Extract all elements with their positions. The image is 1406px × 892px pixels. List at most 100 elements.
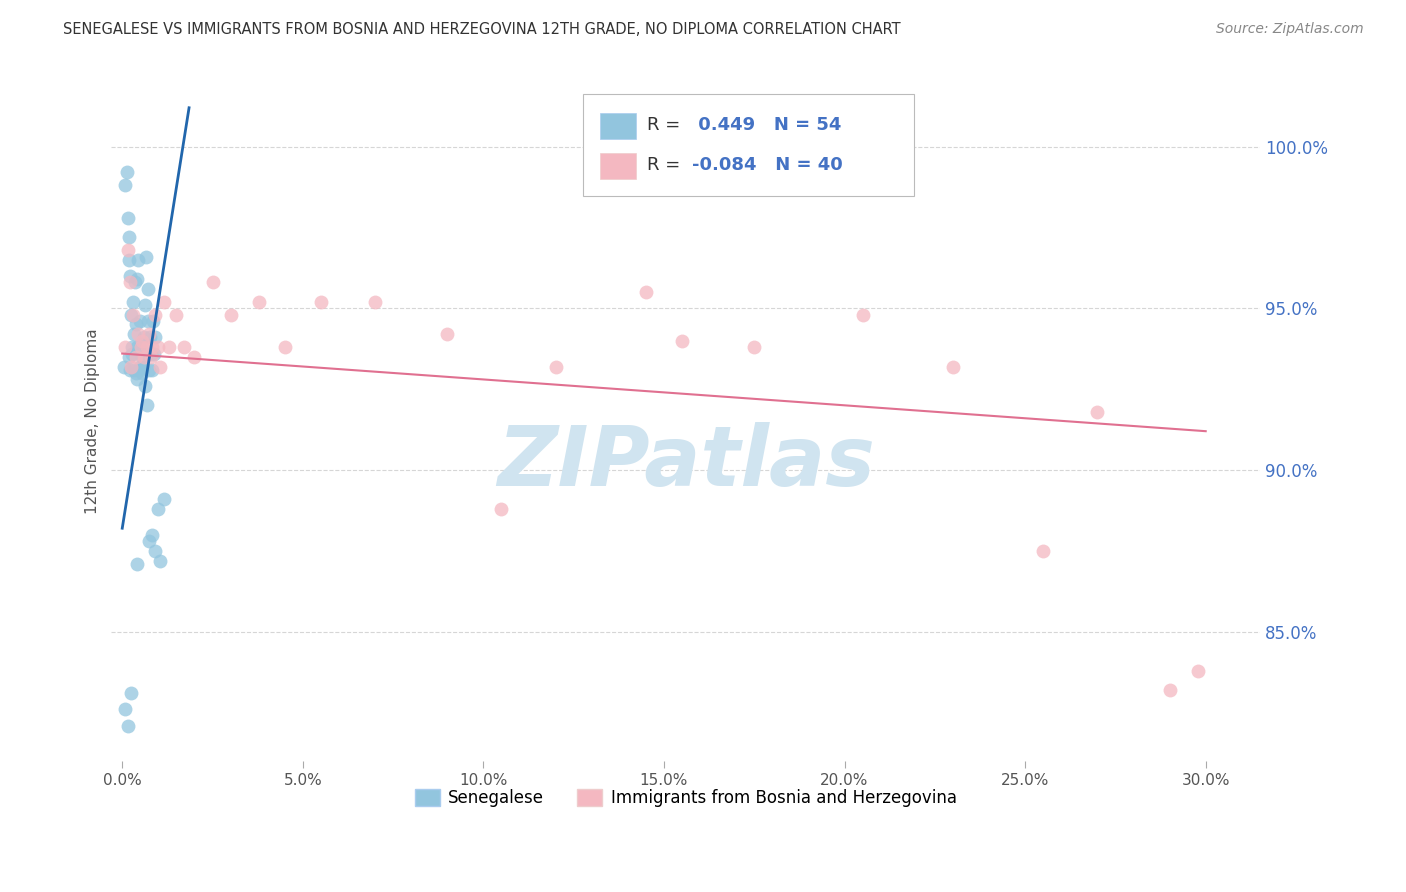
Point xyxy=(143,308,166,322)
Point xyxy=(1159,682,1181,697)
Point xyxy=(132,330,155,344)
Point xyxy=(125,272,148,286)
Point xyxy=(149,359,172,374)
Point xyxy=(139,346,162,360)
Point xyxy=(141,527,163,541)
Point xyxy=(115,165,138,179)
Point xyxy=(120,276,142,290)
Point xyxy=(138,534,160,549)
Point xyxy=(118,252,141,267)
Point xyxy=(128,252,150,267)
Point xyxy=(219,308,242,322)
Point xyxy=(491,501,513,516)
Point xyxy=(122,308,145,322)
Point xyxy=(183,350,205,364)
Point xyxy=(114,178,136,193)
Point xyxy=(120,363,142,377)
Point xyxy=(132,350,155,364)
Point xyxy=(364,294,387,309)
Point xyxy=(125,557,148,571)
Legend: Senegalese, Immigrants from Bosnia and Herzegovina: Senegalese, Immigrants from Bosnia and H… xyxy=(408,782,963,814)
Point xyxy=(135,340,157,354)
Point xyxy=(135,398,157,412)
Point xyxy=(114,702,136,716)
Point xyxy=(120,686,142,700)
Point xyxy=(742,340,765,354)
Text: -0.084   N = 40: -0.084 N = 40 xyxy=(692,156,842,174)
Point xyxy=(120,359,142,374)
Point xyxy=(127,372,149,386)
Point xyxy=(152,492,174,507)
Point xyxy=(122,327,145,342)
Point xyxy=(131,334,153,348)
Point xyxy=(143,346,166,360)
Point xyxy=(152,294,174,309)
Point xyxy=(134,298,156,312)
Text: 0.449   N = 54: 0.449 N = 54 xyxy=(692,116,841,134)
Point xyxy=(121,346,143,360)
Point xyxy=(671,334,693,348)
Point xyxy=(544,359,567,374)
Point xyxy=(1085,405,1108,419)
Point xyxy=(201,276,224,290)
Point xyxy=(112,359,135,374)
Point xyxy=(114,340,136,354)
Text: Source: ZipAtlas.com: Source: ZipAtlas.com xyxy=(1216,22,1364,37)
Point xyxy=(165,308,187,322)
Point xyxy=(120,308,142,322)
Point xyxy=(136,314,159,328)
Point xyxy=(134,379,156,393)
Point xyxy=(129,314,152,328)
Point xyxy=(146,501,169,516)
Point xyxy=(309,294,332,309)
Point xyxy=(135,346,157,360)
Point xyxy=(127,340,149,354)
Text: R =: R = xyxy=(647,116,686,134)
Point xyxy=(117,211,139,225)
Point xyxy=(141,363,163,377)
Point xyxy=(135,250,157,264)
Y-axis label: 12th Grade, No Diploma: 12th Grade, No Diploma xyxy=(86,328,100,515)
Point xyxy=(120,268,142,283)
Point xyxy=(634,285,657,299)
Point xyxy=(139,350,162,364)
Point xyxy=(118,230,141,244)
Point xyxy=(117,718,139,732)
Point xyxy=(117,243,139,257)
Point xyxy=(131,366,153,380)
Point xyxy=(1032,544,1054,558)
Point xyxy=(436,327,458,342)
Point xyxy=(1187,664,1209,678)
Point xyxy=(852,308,875,322)
Point xyxy=(124,276,146,290)
Point xyxy=(142,314,165,328)
Point xyxy=(125,318,148,332)
Point xyxy=(143,330,166,344)
Point xyxy=(274,340,297,354)
Point xyxy=(149,553,172,567)
Point xyxy=(122,363,145,377)
Point xyxy=(125,350,148,364)
Point xyxy=(125,366,148,380)
Point xyxy=(128,363,150,377)
Text: ZIPatlas: ZIPatlas xyxy=(496,422,875,503)
Text: R =: R = xyxy=(647,156,686,174)
Point xyxy=(121,340,143,354)
Point xyxy=(942,359,965,374)
Point xyxy=(143,544,166,558)
Point xyxy=(136,282,159,296)
Text: SENEGALESE VS IMMIGRANTS FROM BOSNIA AND HERZEGOVINA 12TH GRADE, NO DIPLOMA CORR: SENEGALESE VS IMMIGRANTS FROM BOSNIA AND… xyxy=(63,22,901,37)
Point xyxy=(129,340,152,354)
Point xyxy=(157,340,180,354)
Point xyxy=(138,327,160,342)
Point xyxy=(141,340,163,354)
Point xyxy=(146,340,169,354)
Point xyxy=(128,359,150,374)
Point xyxy=(118,350,141,364)
Point xyxy=(132,359,155,374)
Point xyxy=(249,294,271,309)
Point xyxy=(139,330,162,344)
Point xyxy=(138,363,160,377)
Point xyxy=(122,294,145,309)
Point xyxy=(128,327,150,342)
